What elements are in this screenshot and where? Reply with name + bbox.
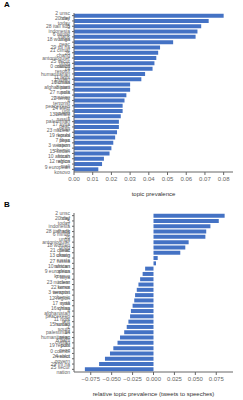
svg-text:0.06: 0.06: [180, 176, 192, 182]
svg-text:−0.050: −0.050: [102, 376, 121, 382]
svg-text:topic prevalence: topic prevalence: [132, 191, 176, 197]
svg-text:−0.075: −0.075: [81, 376, 100, 382]
svg-text:0.05: 0.05: [162, 176, 174, 182]
svg-text:0.07: 0.07: [199, 176, 211, 182]
svg-text:−0.025: −0.025: [123, 376, 142, 382]
svg-text:0.075: 0.075: [209, 376, 225, 382]
svg-text:0.025: 0.025: [167, 376, 183, 382]
svg-text:0.08: 0.08: [218, 176, 230, 182]
svg-text:0.000: 0.000: [146, 376, 162, 382]
svg-text:0.04: 0.04: [143, 176, 155, 182]
svg-text:0.02: 0.02: [106, 176, 118, 182]
svg-text:0.050: 0.050: [188, 376, 204, 382]
svg-text:0.01: 0.01: [87, 176, 99, 182]
svg-text:relative topic prevalence (twe: relative topic prevalence (tweets to spe…: [93, 391, 215, 397]
svg-text:9 europeankosovo: 9 europeankosovo: [45, 164, 71, 175]
svg-text:0.03: 0.03: [124, 176, 136, 182]
svg-text:25 securnation: 25 securnation: [51, 364, 71, 375]
svg-text:0.00: 0.00: [68, 176, 80, 182]
